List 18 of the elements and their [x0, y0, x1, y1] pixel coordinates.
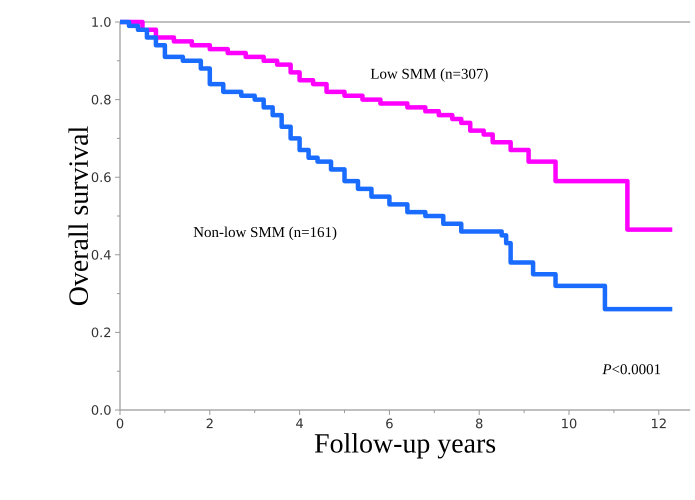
y-tick-label: 0.8 — [92, 94, 111, 104]
y-tick-label: 0.0 — [92, 405, 111, 415]
y-tick-label: 0.2 — [92, 328, 110, 338]
x-tick-label: 0 — [116, 418, 124, 428]
y-axis-title: Overall survival — [68, 126, 88, 306]
x-tick-label: 10 — [562, 418, 576, 428]
x-tick-label: 2 — [206, 418, 213, 428]
y-tick-label: 1.0 — [92, 17, 111, 27]
text: Non-low SMM (n=161) — [194, 226, 336, 240]
x-tick-label: 12 — [652, 418, 666, 428]
x-axis-title: Follow-up years — [314, 433, 496, 459]
x-tick-label: 4 — [296, 418, 303, 428]
x-tick-label: 6 — [386, 418, 393, 428]
x-tick-label: 8 — [476, 418, 482, 428]
annotation: P<0.0001 — [602, 364, 660, 374]
y-tick-label: 0.4 — [92, 250, 111, 260]
y-tick-label: 0.6 — [92, 172, 111, 182]
series-label: Low SMM (n=307) — [370, 68, 488, 82]
